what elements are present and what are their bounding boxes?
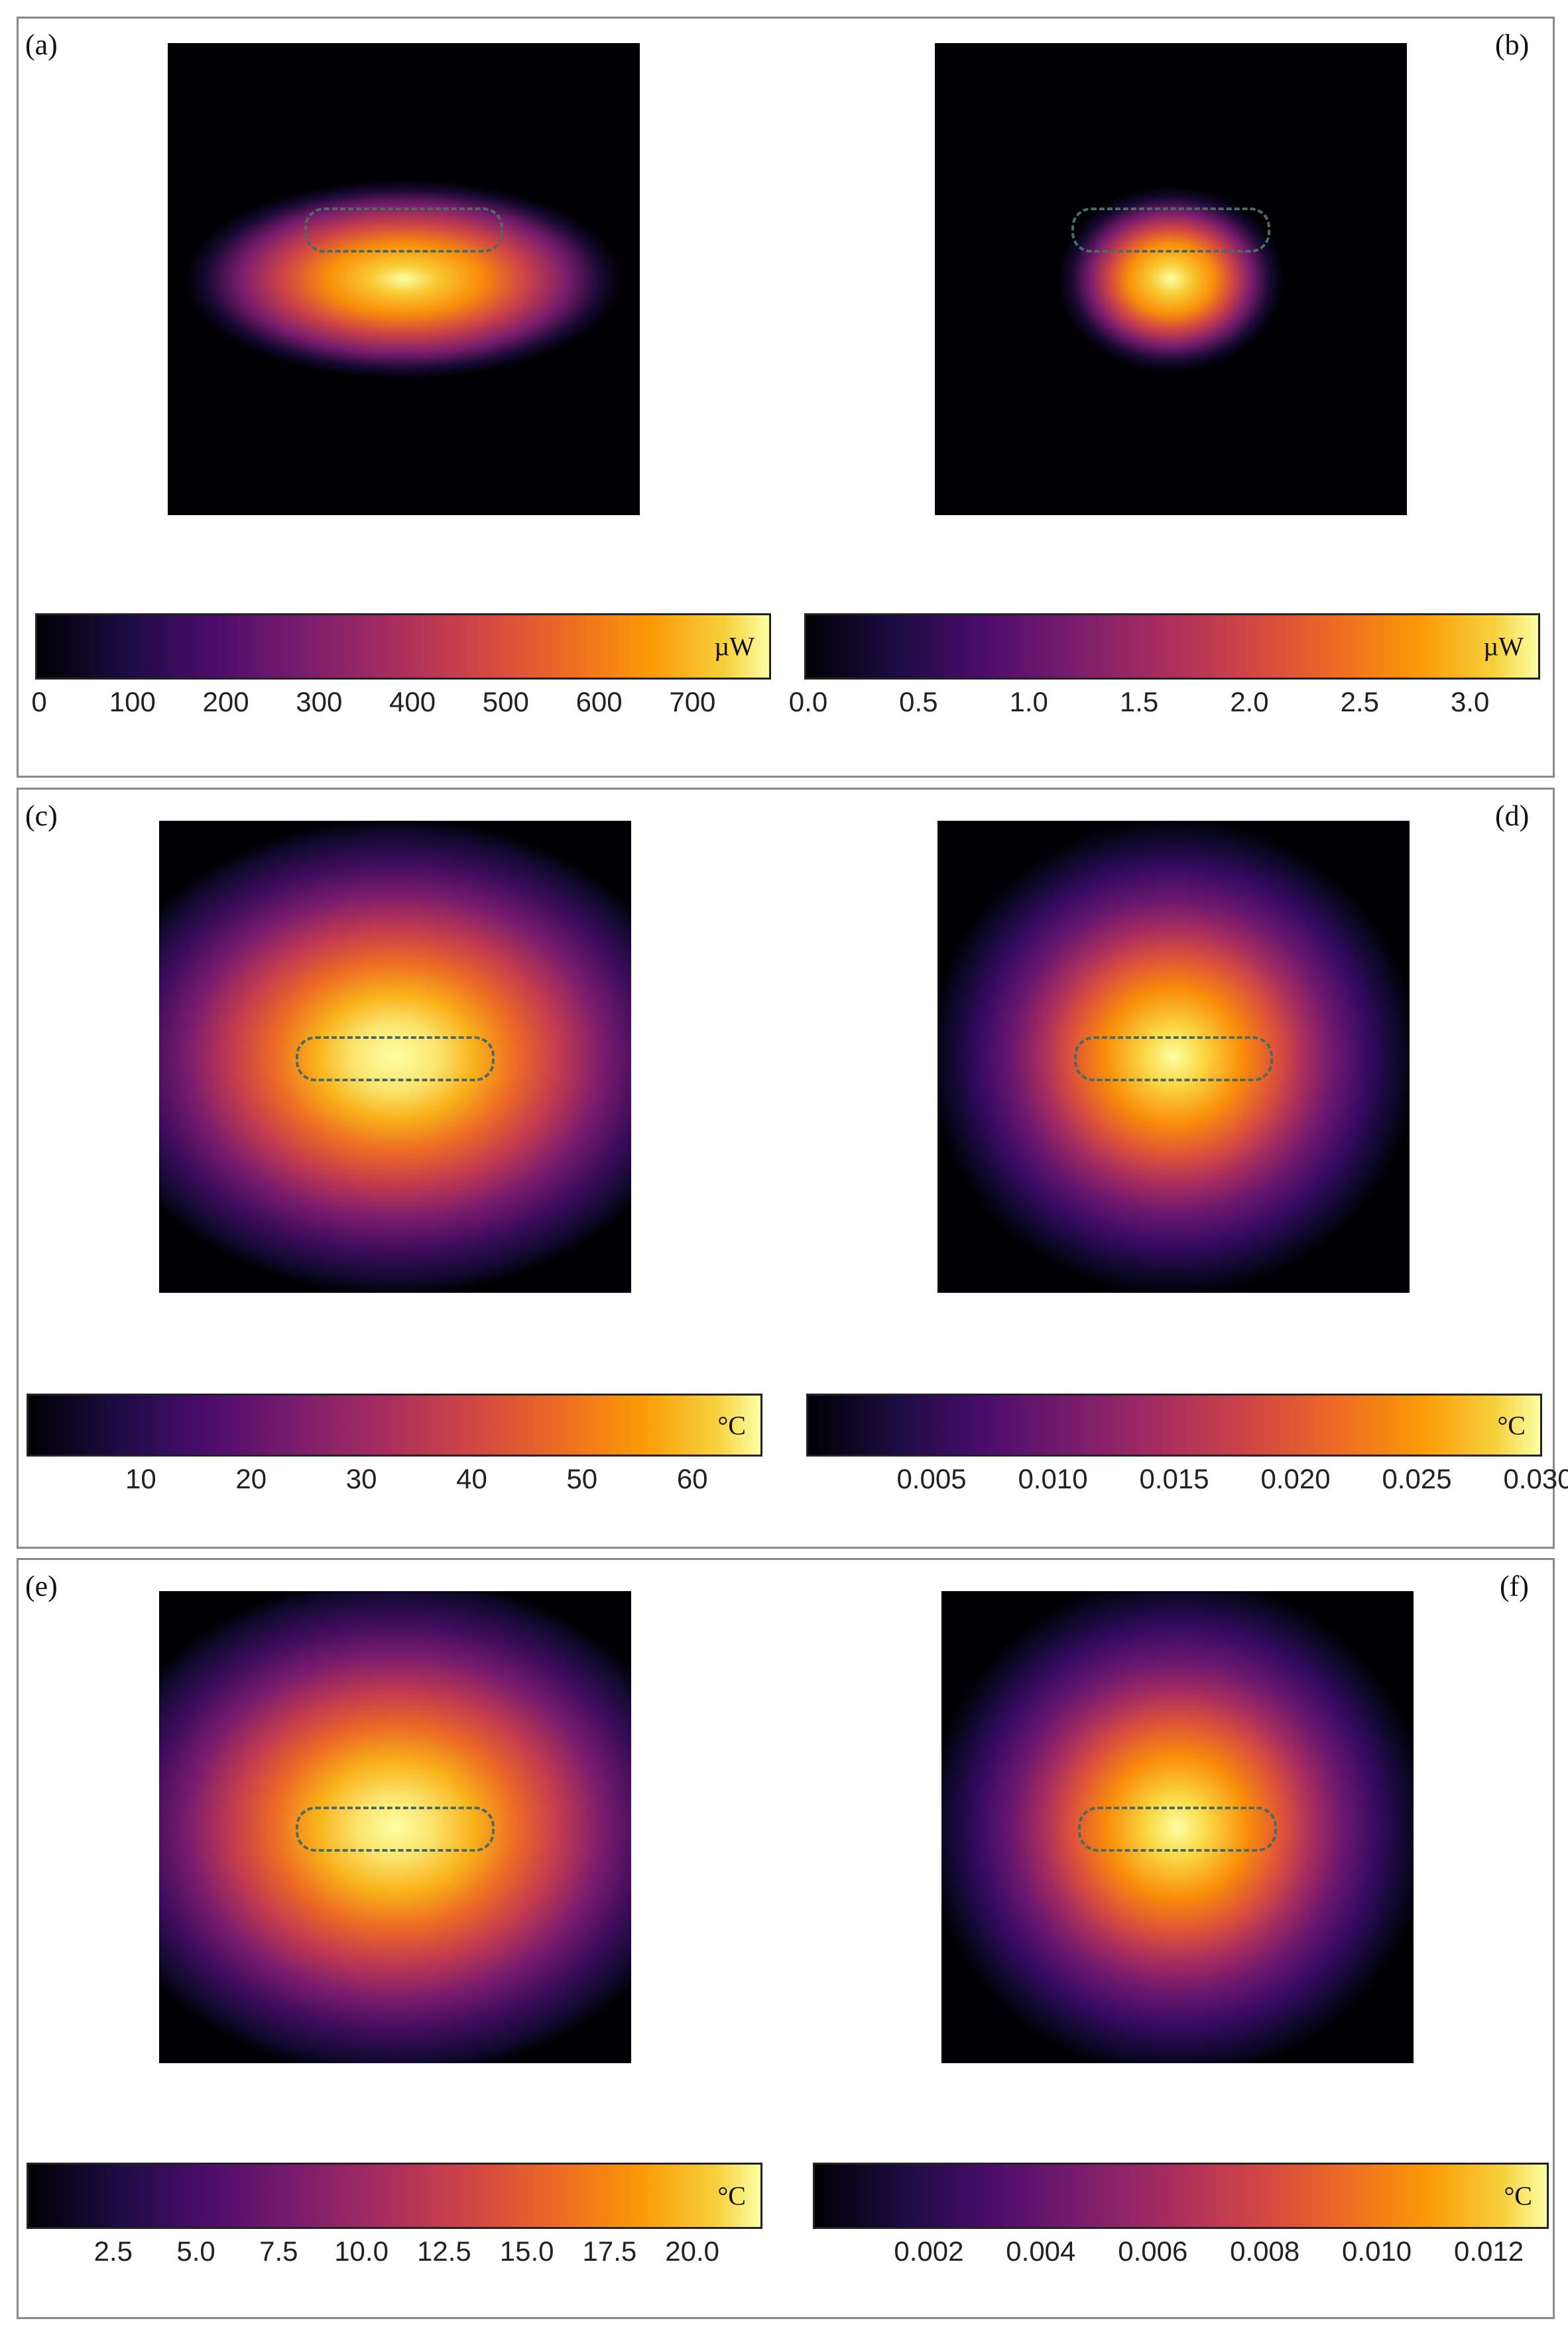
colorbar-f-unit: °C [1504,2181,1532,2211]
colorbar-e-tick-label: 20.0 [665,2236,720,2267]
colorbar-b-unit: µW [1483,631,1524,662]
heatmap-a-particle-outline [304,208,503,253]
heatmap-d [937,821,1410,1293]
colorbar-e: °C [27,2163,762,2229]
heatmap-b [935,43,1407,515]
heatmap-f-particle-outline [1078,1807,1277,1852]
heatmap-d-particle-outline [1074,1036,1273,1081]
colorbar-a-tick-label: 100 [109,686,156,717]
heatmap-b-particle-outline [1071,208,1270,253]
colorbar-f-tick-label: 0.006 [1118,2236,1188,2267]
heatmap-c-field [159,821,631,1293]
colorbar-a-tick-label: 200 [202,686,249,717]
colorbar-e-tick-label: 10.0 [334,2236,389,2267]
colorbar-b-tick-label: 0.0 [788,686,828,717]
heatmap-f [941,1591,1414,2063]
panel-label-a: (a) [25,29,58,61]
panel-label-f: (f) [1500,1570,1529,1602]
colorbar-e-tick-label: 7.5 [259,2236,298,2267]
colorbar-f-tick-label: 0.002 [894,2236,964,2267]
colorbar-f: °C [813,2163,1549,2229]
colorbar-d-unit: °C [1497,1410,1526,1440]
panel-label-e: (e) [25,1570,58,1602]
colorbar-f-tick-label: 0.008 [1230,2236,1300,2267]
colorbar-e-tick-label: 5.0 [176,2236,215,2267]
heatmap-b-field [935,43,1407,515]
colorbar-c-tick-label: 60 [676,1463,708,1494]
heatmap-c [159,821,631,1293]
heatmap-e-particle-outline [296,1807,495,1852]
colorbar-b: µW [804,613,1540,680]
colorbar-b-tick-label: 1.0 [1009,686,1048,717]
colorbar-a-unit: µW [714,631,754,662]
colorbar-e-tick-label: 2.5 [93,2236,133,2267]
colorbar-c-unit: °C [717,1410,746,1440]
colorbar-c-tick-label: 30 [345,1463,377,1494]
colorbar-a-tick-label: 0 [31,686,47,717]
heatmap-a [168,43,640,515]
colorbar-b-tick-label: 1.5 [1119,686,1159,717]
heatmap-f-field [941,1591,1414,2063]
colorbar-a-tick-label: 400 [389,686,436,717]
heatmap-c-particle-outline [296,1036,495,1081]
colorbar-a-tick-label: 300 [296,686,343,717]
colorbar-b-tick-label: 2.5 [1340,686,1380,717]
colorbar-a-tick-label: 700 [669,686,716,717]
colorbar-d-tick-label: 0.005 [896,1463,967,1494]
colorbar-d-tick-label: 0.025 [1382,1463,1452,1494]
colorbar-f-tick-label: 0.012 [1453,2236,1524,2267]
heatmap-d-field [937,821,1410,1293]
panel-label-c: (c) [25,800,58,832]
colorbar-a-tick-label: 500 [482,686,529,717]
colorbar-a: µW [35,613,771,680]
colorbar-e-tick-label: 12.5 [416,2236,471,2267]
colorbar-f-tick-label: 0.004 [1006,2236,1076,2267]
colorbar-e-tick-label: 15.0 [499,2236,554,2267]
colorbar-b-tick-label: 3.0 [1450,686,1490,717]
panel-label-b: (b) [1495,29,1530,61]
colorbar-c: °C [27,1394,762,1457]
colorbar-e-unit: °C [717,2181,746,2211]
colorbar-a-tick-label: 600 [575,686,623,717]
colorbar-e-tick-label: 17.5 [582,2236,637,2267]
heatmap-a-field [168,43,640,515]
colorbar-c-tick-label: 40 [456,1463,487,1494]
colorbar-d-tick-label: 0.010 [1018,1463,1088,1494]
colorbar-b-tick-label: 0.5 [899,686,938,717]
colorbar-d-tick-label: 0.020 [1260,1463,1331,1494]
colorbar-f-tick-label: 0.010 [1342,2236,1412,2267]
colorbar-c-tick-label: 10 [125,1463,156,1494]
heatmap-e-field [159,1591,631,2063]
colorbar-b-tick-label: 2.0 [1230,686,1269,717]
panel-label-d: (d) [1495,800,1530,832]
colorbar-c-tick-label: 50 [566,1463,598,1494]
colorbar-d-tick-label: 0.030 [1503,1463,1568,1494]
heatmap-e [159,1591,631,2063]
colorbar-d: °C [806,1394,1542,1457]
colorbar-d-tick-label: 0.015 [1139,1463,1209,1494]
colorbar-c-tick-label: 20 [235,1463,267,1494]
